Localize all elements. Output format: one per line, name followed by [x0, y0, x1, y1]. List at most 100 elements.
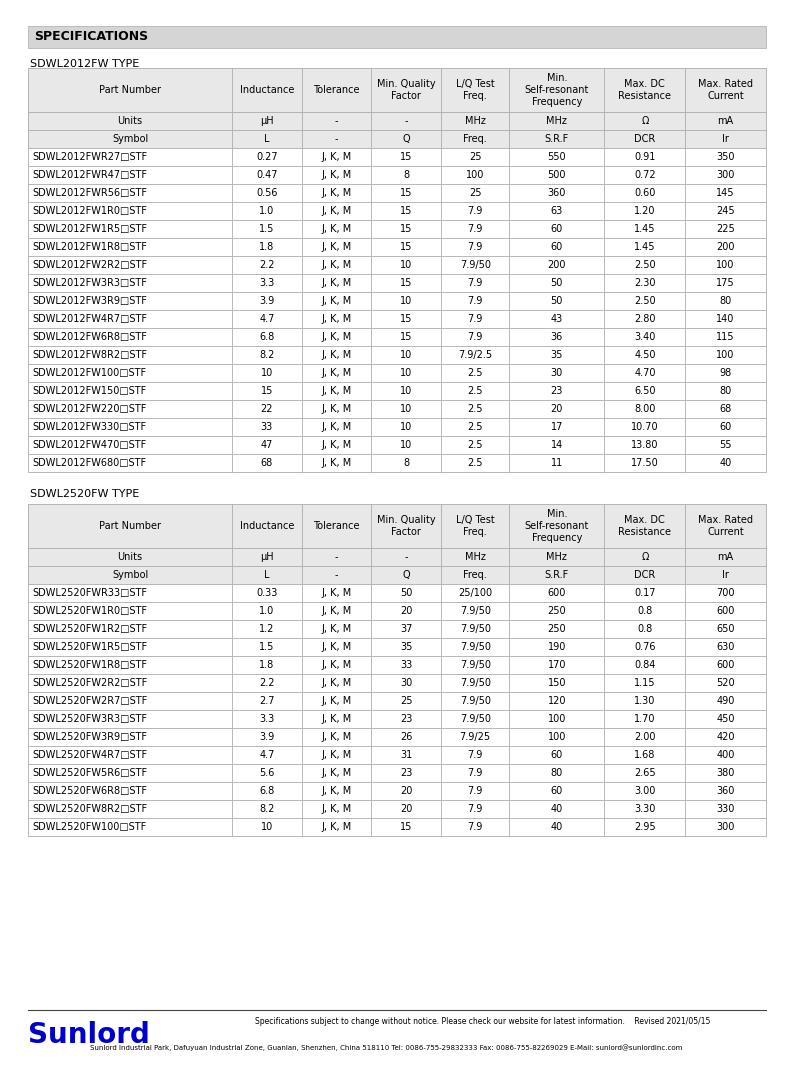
Text: 10: 10 [400, 368, 412, 378]
Text: -: - [405, 116, 408, 126]
Bar [302, 310, 372, 328]
Text: 8: 8 [403, 458, 410, 468]
Text: SDWL2012FW680□STF: SDWL2012FW680□STF [32, 458, 146, 468]
Bar [28, 166, 232, 184]
Bar [441, 364, 509, 382]
Text: SPECIFICATIONS: SPECIFICATIONS [34, 30, 148, 43]
Bar [685, 238, 766, 256]
Bar [509, 567, 604, 584]
Text: mA: mA [718, 553, 734, 562]
Text: 7.9: 7.9 [468, 242, 483, 252]
Bar [604, 184, 685, 202]
Bar [372, 728, 441, 746]
Text: 420: 420 [716, 732, 735, 742]
Bar [604, 328, 685, 346]
Bar [441, 548, 509, 567]
Text: 15: 15 [400, 206, 413, 216]
Bar [685, 620, 766, 638]
Text: 250: 250 [548, 624, 566, 634]
Bar [685, 728, 766, 746]
Text: J, K, M: J, K, M [322, 660, 352, 670]
Text: 190: 190 [548, 642, 566, 652]
Text: J, K, M: J, K, M [322, 404, 352, 414]
Text: Freq.: Freq. [464, 134, 487, 144]
Text: 40: 40 [551, 805, 563, 814]
Text: Min. Quality
Factor: Min. Quality Factor [377, 515, 436, 537]
Bar [604, 454, 685, 472]
Bar [604, 728, 685, 746]
Text: 2.30: 2.30 [634, 278, 656, 288]
Text: Q: Q [403, 134, 410, 144]
Text: 63: 63 [551, 206, 563, 216]
Bar [509, 746, 604, 764]
Text: J, K, M: J, K, M [322, 422, 352, 432]
Bar [28, 328, 766, 346]
Text: Units: Units [118, 553, 143, 562]
Bar [372, 346, 441, 364]
Text: 15: 15 [400, 224, 413, 234]
Bar [28, 148, 766, 166]
Bar [685, 504, 766, 548]
Bar [28, 310, 232, 328]
Bar [685, 202, 766, 220]
Text: 30: 30 [551, 368, 563, 378]
Bar [232, 819, 302, 836]
Bar [441, 710, 509, 728]
Bar [302, 710, 372, 728]
Bar [441, 436, 509, 454]
Text: J, K, M: J, K, M [322, 314, 352, 324]
Bar [509, 504, 604, 548]
Bar [28, 674, 232, 693]
Bar [232, 274, 302, 292]
Text: Freq.: Freq. [464, 570, 487, 581]
Bar [509, 819, 604, 836]
Text: 360: 360 [548, 188, 566, 198]
Text: 0.8: 0.8 [638, 624, 653, 634]
Bar [604, 364, 685, 382]
Bar [28, 504, 232, 548]
Bar [232, 710, 302, 728]
Text: 3.9: 3.9 [260, 732, 275, 742]
Text: 4.7: 4.7 [259, 314, 275, 324]
Bar [232, 166, 302, 184]
Text: 2.00: 2.00 [634, 732, 656, 742]
Bar [685, 800, 766, 819]
Text: SDWL2520FW3R9□STF: SDWL2520FW3R9□STF [32, 732, 147, 742]
Text: SDWL2520FW8R2□STF: SDWL2520FW8R2□STF [32, 805, 147, 814]
Bar [28, 454, 766, 472]
Bar [441, 112, 509, 130]
Bar [604, 166, 685, 184]
Text: 7.9: 7.9 [468, 206, 483, 216]
Text: 630: 630 [716, 642, 734, 652]
Text: 450: 450 [716, 714, 735, 724]
Text: J, K, M: J, K, M [322, 278, 352, 288]
Bar [509, 602, 604, 620]
Text: SDWL2520FW1R0□STF: SDWL2520FW1R0□STF [32, 606, 147, 616]
Text: MHz: MHz [464, 116, 486, 126]
Text: Max. Rated
Current: Max. Rated Current [698, 79, 754, 101]
Text: 15: 15 [400, 278, 413, 288]
Bar [441, 400, 509, 418]
Bar [28, 800, 766, 819]
Bar [509, 148, 604, 166]
Bar [372, 418, 441, 436]
Text: J, K, M: J, K, M [322, 152, 352, 162]
Bar [28, 382, 766, 400]
Text: 2.5: 2.5 [468, 440, 483, 450]
Bar [28, 220, 232, 238]
Bar [604, 656, 685, 674]
Bar [685, 819, 766, 836]
Bar [441, 620, 509, 638]
Bar [685, 764, 766, 782]
Text: 0.33: 0.33 [256, 588, 278, 598]
Bar [28, 656, 232, 674]
Bar [372, 238, 441, 256]
Bar [302, 202, 372, 220]
Text: DCR: DCR [634, 570, 656, 581]
Text: Symbol: Symbol [112, 570, 148, 581]
Text: SDWL2520FW3R3□STF: SDWL2520FW3R3□STF [32, 714, 147, 724]
Text: MHz: MHz [464, 553, 486, 562]
Text: DCR: DCR [634, 134, 656, 144]
Text: J, K, M: J, K, M [322, 732, 352, 742]
Bar [685, 436, 766, 454]
